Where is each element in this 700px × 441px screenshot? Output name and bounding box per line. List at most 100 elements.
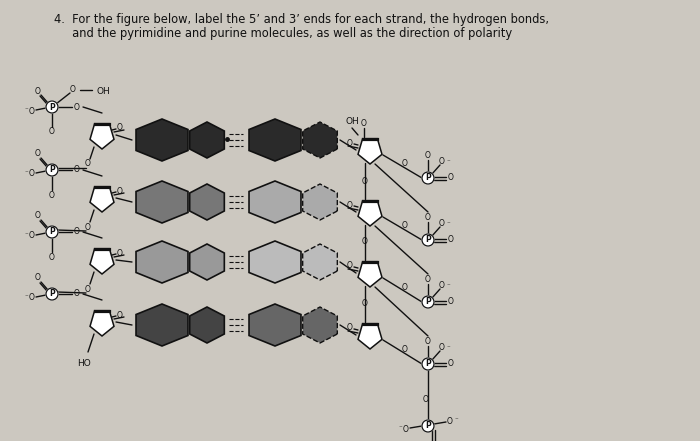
Text: O: O: [35, 273, 41, 283]
Circle shape: [46, 288, 58, 300]
Text: HO: HO: [77, 359, 91, 369]
Text: O: O: [85, 284, 91, 294]
Polygon shape: [136, 241, 188, 283]
Text: P: P: [49, 102, 55, 112]
Text: O: O: [448, 298, 454, 306]
Text: O: O: [35, 86, 41, 96]
Circle shape: [422, 234, 434, 246]
Polygon shape: [358, 324, 382, 349]
Polygon shape: [136, 119, 188, 161]
Text: O: O: [29, 169, 35, 179]
Polygon shape: [249, 119, 301, 161]
Text: O: O: [74, 102, 80, 112]
Text: O: O: [74, 165, 80, 175]
Polygon shape: [249, 241, 301, 283]
Polygon shape: [190, 184, 224, 220]
Text: and the pyrimidine and purine molecules, as well as the direction of polarity: and the pyrimidine and purine molecules,…: [54, 27, 512, 40]
Text: O: O: [448, 235, 454, 244]
Text: P: P: [49, 289, 55, 299]
Text: O: O: [347, 201, 353, 209]
Text: O: O: [402, 345, 408, 355]
Text: O: O: [29, 106, 35, 116]
Text: O: O: [35, 149, 41, 158]
Text: O: O: [117, 310, 123, 319]
Text: ⁻: ⁻: [446, 221, 450, 227]
Text: O: O: [347, 138, 353, 147]
Text: ⁻: ⁻: [446, 345, 450, 351]
Text: O: O: [403, 425, 409, 434]
Text: O: O: [402, 221, 408, 231]
Text: P: P: [49, 165, 55, 175]
Polygon shape: [190, 244, 224, 280]
Polygon shape: [90, 123, 114, 149]
Text: ⁻: ⁻: [24, 232, 28, 238]
Text: P: P: [425, 235, 431, 244]
Text: O: O: [49, 127, 55, 137]
Text: O: O: [362, 176, 368, 186]
Polygon shape: [302, 122, 337, 158]
Text: O: O: [362, 238, 368, 247]
Circle shape: [46, 164, 58, 176]
Text: O: O: [74, 289, 80, 299]
Polygon shape: [249, 304, 301, 346]
Text: P: P: [425, 359, 431, 369]
Text: O: O: [347, 262, 353, 270]
Polygon shape: [136, 181, 188, 223]
Text: ⁻: ⁻: [446, 159, 450, 165]
Text: 4.  For the figure below, label the 5’ and 3’ ends for each strand, the hydrogen: 4. For the figure below, label the 5’ an…: [54, 13, 549, 26]
Polygon shape: [358, 201, 382, 226]
Text: O: O: [425, 336, 431, 345]
Polygon shape: [90, 310, 114, 336]
Text: O: O: [117, 123, 123, 132]
Text: O: O: [447, 416, 453, 426]
Circle shape: [422, 420, 434, 432]
Polygon shape: [302, 184, 337, 220]
Text: O: O: [448, 359, 454, 369]
Text: O: O: [402, 160, 408, 168]
Text: O: O: [362, 299, 368, 309]
Circle shape: [46, 101, 58, 113]
Polygon shape: [358, 262, 382, 287]
Circle shape: [46, 226, 58, 238]
Polygon shape: [190, 307, 224, 343]
Text: ⁻: ⁻: [24, 107, 28, 113]
Text: ⁻: ⁻: [454, 417, 458, 423]
Text: P: P: [425, 173, 431, 183]
Text: O: O: [117, 248, 123, 258]
Text: O: O: [74, 228, 80, 236]
Polygon shape: [90, 187, 114, 212]
Text: O: O: [117, 187, 123, 195]
Polygon shape: [90, 249, 114, 274]
Text: O: O: [35, 212, 41, 220]
Text: O: O: [29, 294, 35, 303]
Text: P: P: [425, 298, 431, 306]
Text: O: O: [85, 160, 91, 168]
Polygon shape: [136, 304, 188, 346]
Text: O: O: [439, 157, 445, 165]
Text: P: P: [425, 422, 431, 430]
Text: O: O: [439, 343, 445, 351]
Text: O: O: [29, 232, 35, 240]
Polygon shape: [358, 138, 382, 164]
Text: O: O: [361, 120, 367, 128]
Circle shape: [422, 296, 434, 308]
Polygon shape: [302, 244, 337, 280]
Text: O: O: [85, 223, 91, 232]
Text: O: O: [448, 173, 454, 183]
Circle shape: [422, 358, 434, 370]
Text: ⁻: ⁻: [24, 294, 28, 300]
Polygon shape: [190, 122, 224, 158]
Text: ⁻: ⁻: [446, 283, 450, 289]
Text: O: O: [70, 86, 76, 94]
Text: OH: OH: [96, 86, 110, 96]
Text: O: O: [402, 284, 408, 292]
Text: O: O: [423, 395, 429, 404]
Text: O: O: [425, 213, 431, 221]
Text: O: O: [425, 150, 431, 160]
Text: O: O: [425, 274, 431, 284]
Text: O: O: [49, 253, 55, 262]
Circle shape: [422, 172, 434, 184]
Polygon shape: [249, 181, 301, 223]
Text: O: O: [49, 191, 55, 199]
Text: O: O: [347, 324, 353, 333]
